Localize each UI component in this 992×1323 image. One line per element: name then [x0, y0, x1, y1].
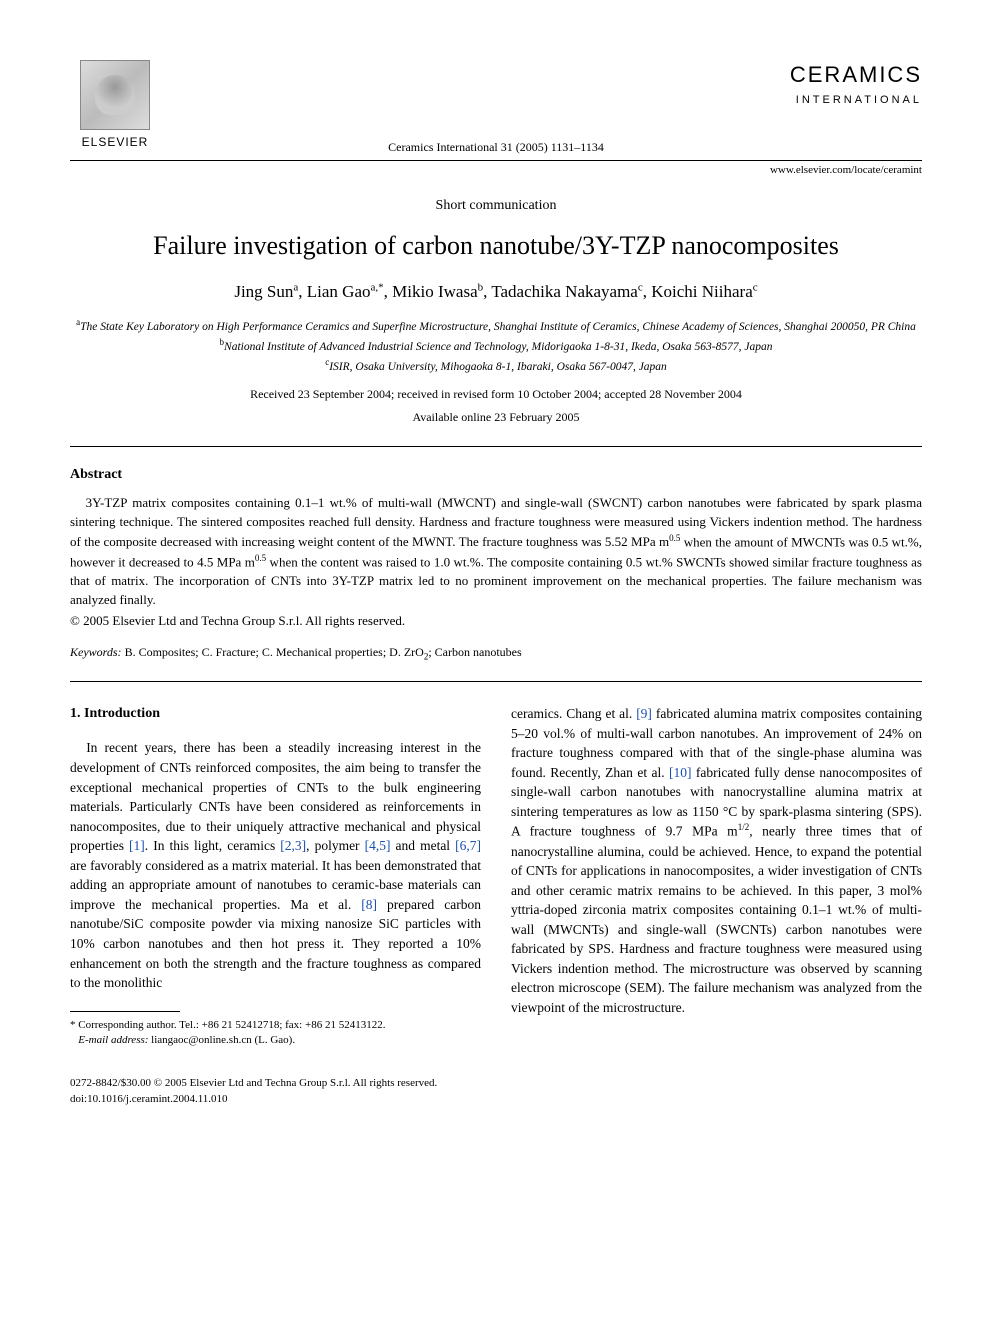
ref-9[interactable]: [9]	[636, 706, 652, 721]
abstract-bottom-rule	[70, 681, 922, 682]
author-list: Jing Suna, Lian Gaoa,*, Mikio Iwasab, Ta…	[70, 280, 922, 304]
author-2-affil: a,*	[371, 281, 384, 293]
intro-l-3: , polymer	[306, 838, 364, 853]
citation-line: Ceramics International 31 (2005) 1131–11…	[70, 139, 922, 156]
abstract-sup-1: 0.5	[669, 533, 680, 543]
bottom-meta: 0272-8842/$30.00 © 2005 Elsevier Ltd and…	[70, 1076, 922, 1107]
communication-type: Short communication	[70, 196, 922, 216]
keywords-text: B. Composites; C. Fracture; C. Mechanica…	[122, 645, 424, 659]
journal-title-block: CERAMICS INTERNATIONAL	[702, 60, 922, 108]
ref-8[interactable]: [8]	[361, 897, 377, 912]
date-received: Received 23 September 2004; received in …	[70, 386, 922, 403]
column-right: ceramics. Chang et al. [9] fabricated al…	[511, 704, 922, 1048]
intro-r-sup: 1/2	[738, 822, 750, 832]
keywords-text-2: ; Carbon nanotubes	[428, 645, 521, 659]
body-columns: 1. Introduction In recent years, there h…	[70, 704, 922, 1048]
article-title: Failure investigation of carbon nanotube…	[70, 228, 922, 264]
author-5: , Koichi Niihara	[643, 282, 753, 301]
affiliations: aThe State Key Laboratory on High Perfor…	[70, 316, 922, 376]
affil-a: The State Key Laboratory on High Perform…	[80, 321, 916, 333]
footnote-rule	[70, 1011, 180, 1012]
journal-subtitle: INTERNATIONAL	[702, 93, 922, 108]
affil-c: ISIR, Osaka University, Mihogaoka 8-1, I…	[329, 361, 667, 373]
header-rule	[70, 160, 922, 161]
ref-2-3[interactable]: [2,3]	[280, 838, 306, 853]
ref-10[interactable]: [10]	[669, 765, 692, 780]
intro-heading: 1. Introduction	[70, 704, 481, 724]
author-3: , Mikio Iwasa	[384, 282, 478, 301]
journal-url: www.elsevier.com/locate/ceramint	[70, 163, 922, 178]
journal-name: CERAMICS	[702, 60, 922, 91]
intro-l-1: In recent years, there has been a steadi…	[70, 740, 481, 853]
author-1: Jing Sun	[234, 282, 293, 301]
intro-r-1: ceramics. Chang et al.	[511, 706, 636, 721]
issn-copyright: 0272-8842/$30.00 © 2005 Elsevier Ltd and…	[70, 1076, 922, 1091]
ref-1[interactable]: [1]	[129, 838, 145, 853]
author-5-affil: c	[753, 281, 758, 293]
abstract-sup-2: 0.5	[255, 553, 266, 563]
abstract-heading: Abstract	[70, 465, 922, 485]
intro-paragraph-left: In recent years, there has been a steadi…	[70, 738, 481, 992]
affil-b: National Institute of Advanced Industria…	[224, 341, 772, 353]
column-left: 1. Introduction In recent years, there h…	[70, 704, 481, 1048]
abstract-body: 3Y-TZP matrix composites containing 0.1–…	[70, 494, 922, 610]
email-line: E-mail address: liangaoc@online.sh.cn (L…	[70, 1033, 481, 1048]
header-row: ELSEVIER CERAMICS INTERNATIONAL	[70, 60, 922, 151]
author-4: , Tadachika Nakayama	[483, 282, 638, 301]
date-available: Available online 23 February 2005	[70, 409, 922, 426]
author-2: , Lian Gao	[298, 282, 370, 301]
keywords-label: Keywords:	[70, 645, 122, 659]
abstract-copyright: © 2005 Elsevier Ltd and Techna Group S.r…	[70, 612, 922, 630]
intro-l-4: and metal	[390, 838, 455, 853]
publisher-label: ELSEVIER	[82, 134, 149, 151]
intro-r-4: , nearly three times that of nanocrystal…	[511, 824, 922, 1015]
publisher-logo-block: ELSEVIER	[70, 60, 160, 151]
keywords-line: Keywords: B. Composites; C. Fracture; C.…	[70, 644, 922, 663]
elsevier-tree-icon	[80, 60, 150, 130]
corresponding-author: * Corresponding author. Tel.: +86 21 524…	[70, 1018, 481, 1033]
abstract-top-rule	[70, 446, 922, 447]
ref-4-5[interactable]: [4,5]	[365, 838, 391, 853]
footnote-block: * Corresponding author. Tel.: +86 21 524…	[70, 1018, 481, 1049]
email-label: E-mail address:	[78, 1034, 148, 1046]
intro-l-2: . In this light, ceramics	[145, 838, 280, 853]
intro-paragraph-right: ceramics. Chang et al. [9] fabricated al…	[511, 704, 922, 1018]
ref-6-7[interactable]: [6,7]	[455, 838, 481, 853]
doi-line: doi:10.1016/j.ceramint.2004.11.010	[70, 1092, 922, 1107]
email-value: liangaoc@online.sh.cn (L. Gao).	[148, 1034, 295, 1046]
